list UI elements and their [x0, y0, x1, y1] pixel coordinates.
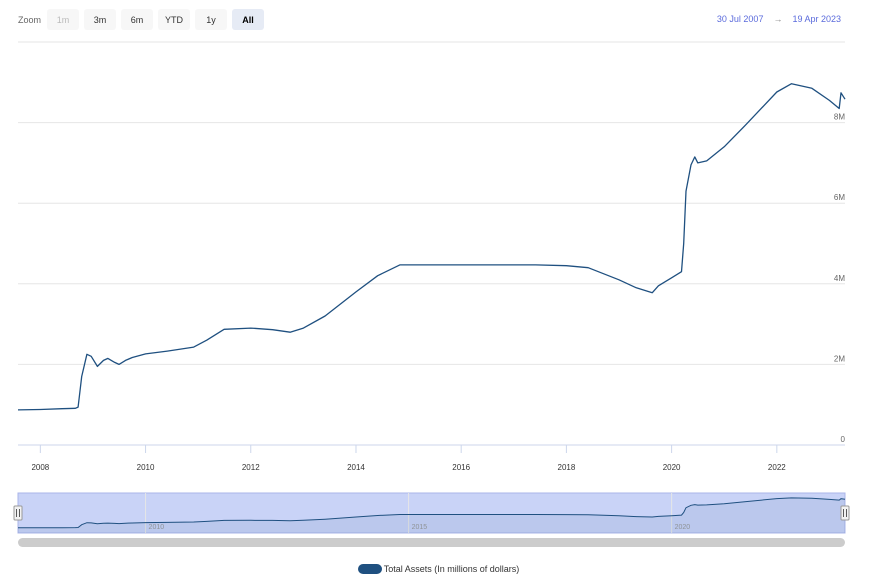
range-from-date[interactable]: 30 Jul 2007 — [716, 14, 764, 24]
series-line — [17, 83, 846, 411]
legend[interactable]: Total Assets (In millions of dollars) — [0, 564, 877, 574]
zoom-all-button[interactable]: All — [232, 9, 265, 30]
zoom-1y-button[interactable]: 1y — [195, 9, 228, 30]
legend-swatch — [357, 564, 382, 574]
navigator-area — [18, 497, 845, 533]
range-arrow: → — [773, 14, 783, 24]
range-selector: Zoom 1m 3m 6m YTD 1y All — [18, 9, 269, 30]
zoom-6m-button[interactable]: 6m — [121, 9, 154, 30]
legend-label: Total Assets (In millions of dollars) — [383, 564, 520, 574]
x-tick-label: 2020 — [663, 463, 681, 472]
navigator-line — [17, 497, 846, 529]
range-to-date[interactable]: 19 Apr 2023 — [792, 14, 841, 24]
y-tick-label: 8M — [834, 113, 845, 122]
x-tick-label: 2008 — [31, 463, 49, 472]
x-tick-label: 2014 — [347, 463, 365, 472]
date-range: 30 Jul 2007 → 19 Apr 2023 — [717, 14, 841, 24]
x-tick-label: 2018 — [558, 463, 576, 472]
y-tick-label: 2M — [834, 354, 845, 363]
navigator-left-handle[interactable] — [13, 505, 23, 521]
x-tick-label: 2010 — [137, 463, 155, 472]
zoom-ytd-button[interactable]: YTD — [158, 9, 191, 30]
zoom-1m-button[interactable]: 1m — [47, 9, 80, 30]
zoom-label: Zoom — [18, 14, 42, 25]
y-tick-label: 0 — [841, 435, 846, 444]
zoom-3m-button[interactable]: 3m — [84, 9, 117, 30]
x-tick-label: 2022 — [768, 463, 786, 472]
navigator-tick-label: 2020 — [675, 524, 691, 531]
navigator-window — [17, 492, 846, 534]
y-tick-label: 4M — [834, 274, 845, 283]
x-tick-label: 2016 — [452, 463, 470, 472]
x-tick-label: 2012 — [242, 463, 260, 472]
y-tick-label: 6M — [834, 193, 845, 202]
navigator-scrollbar[interactable] — [18, 538, 845, 547]
navigator-tick-label: 2015 — [412, 524, 428, 531]
navigator-right-handle[interactable] — [840, 505, 850, 521]
navigator-tick-label: 2010 — [149, 524, 165, 531]
